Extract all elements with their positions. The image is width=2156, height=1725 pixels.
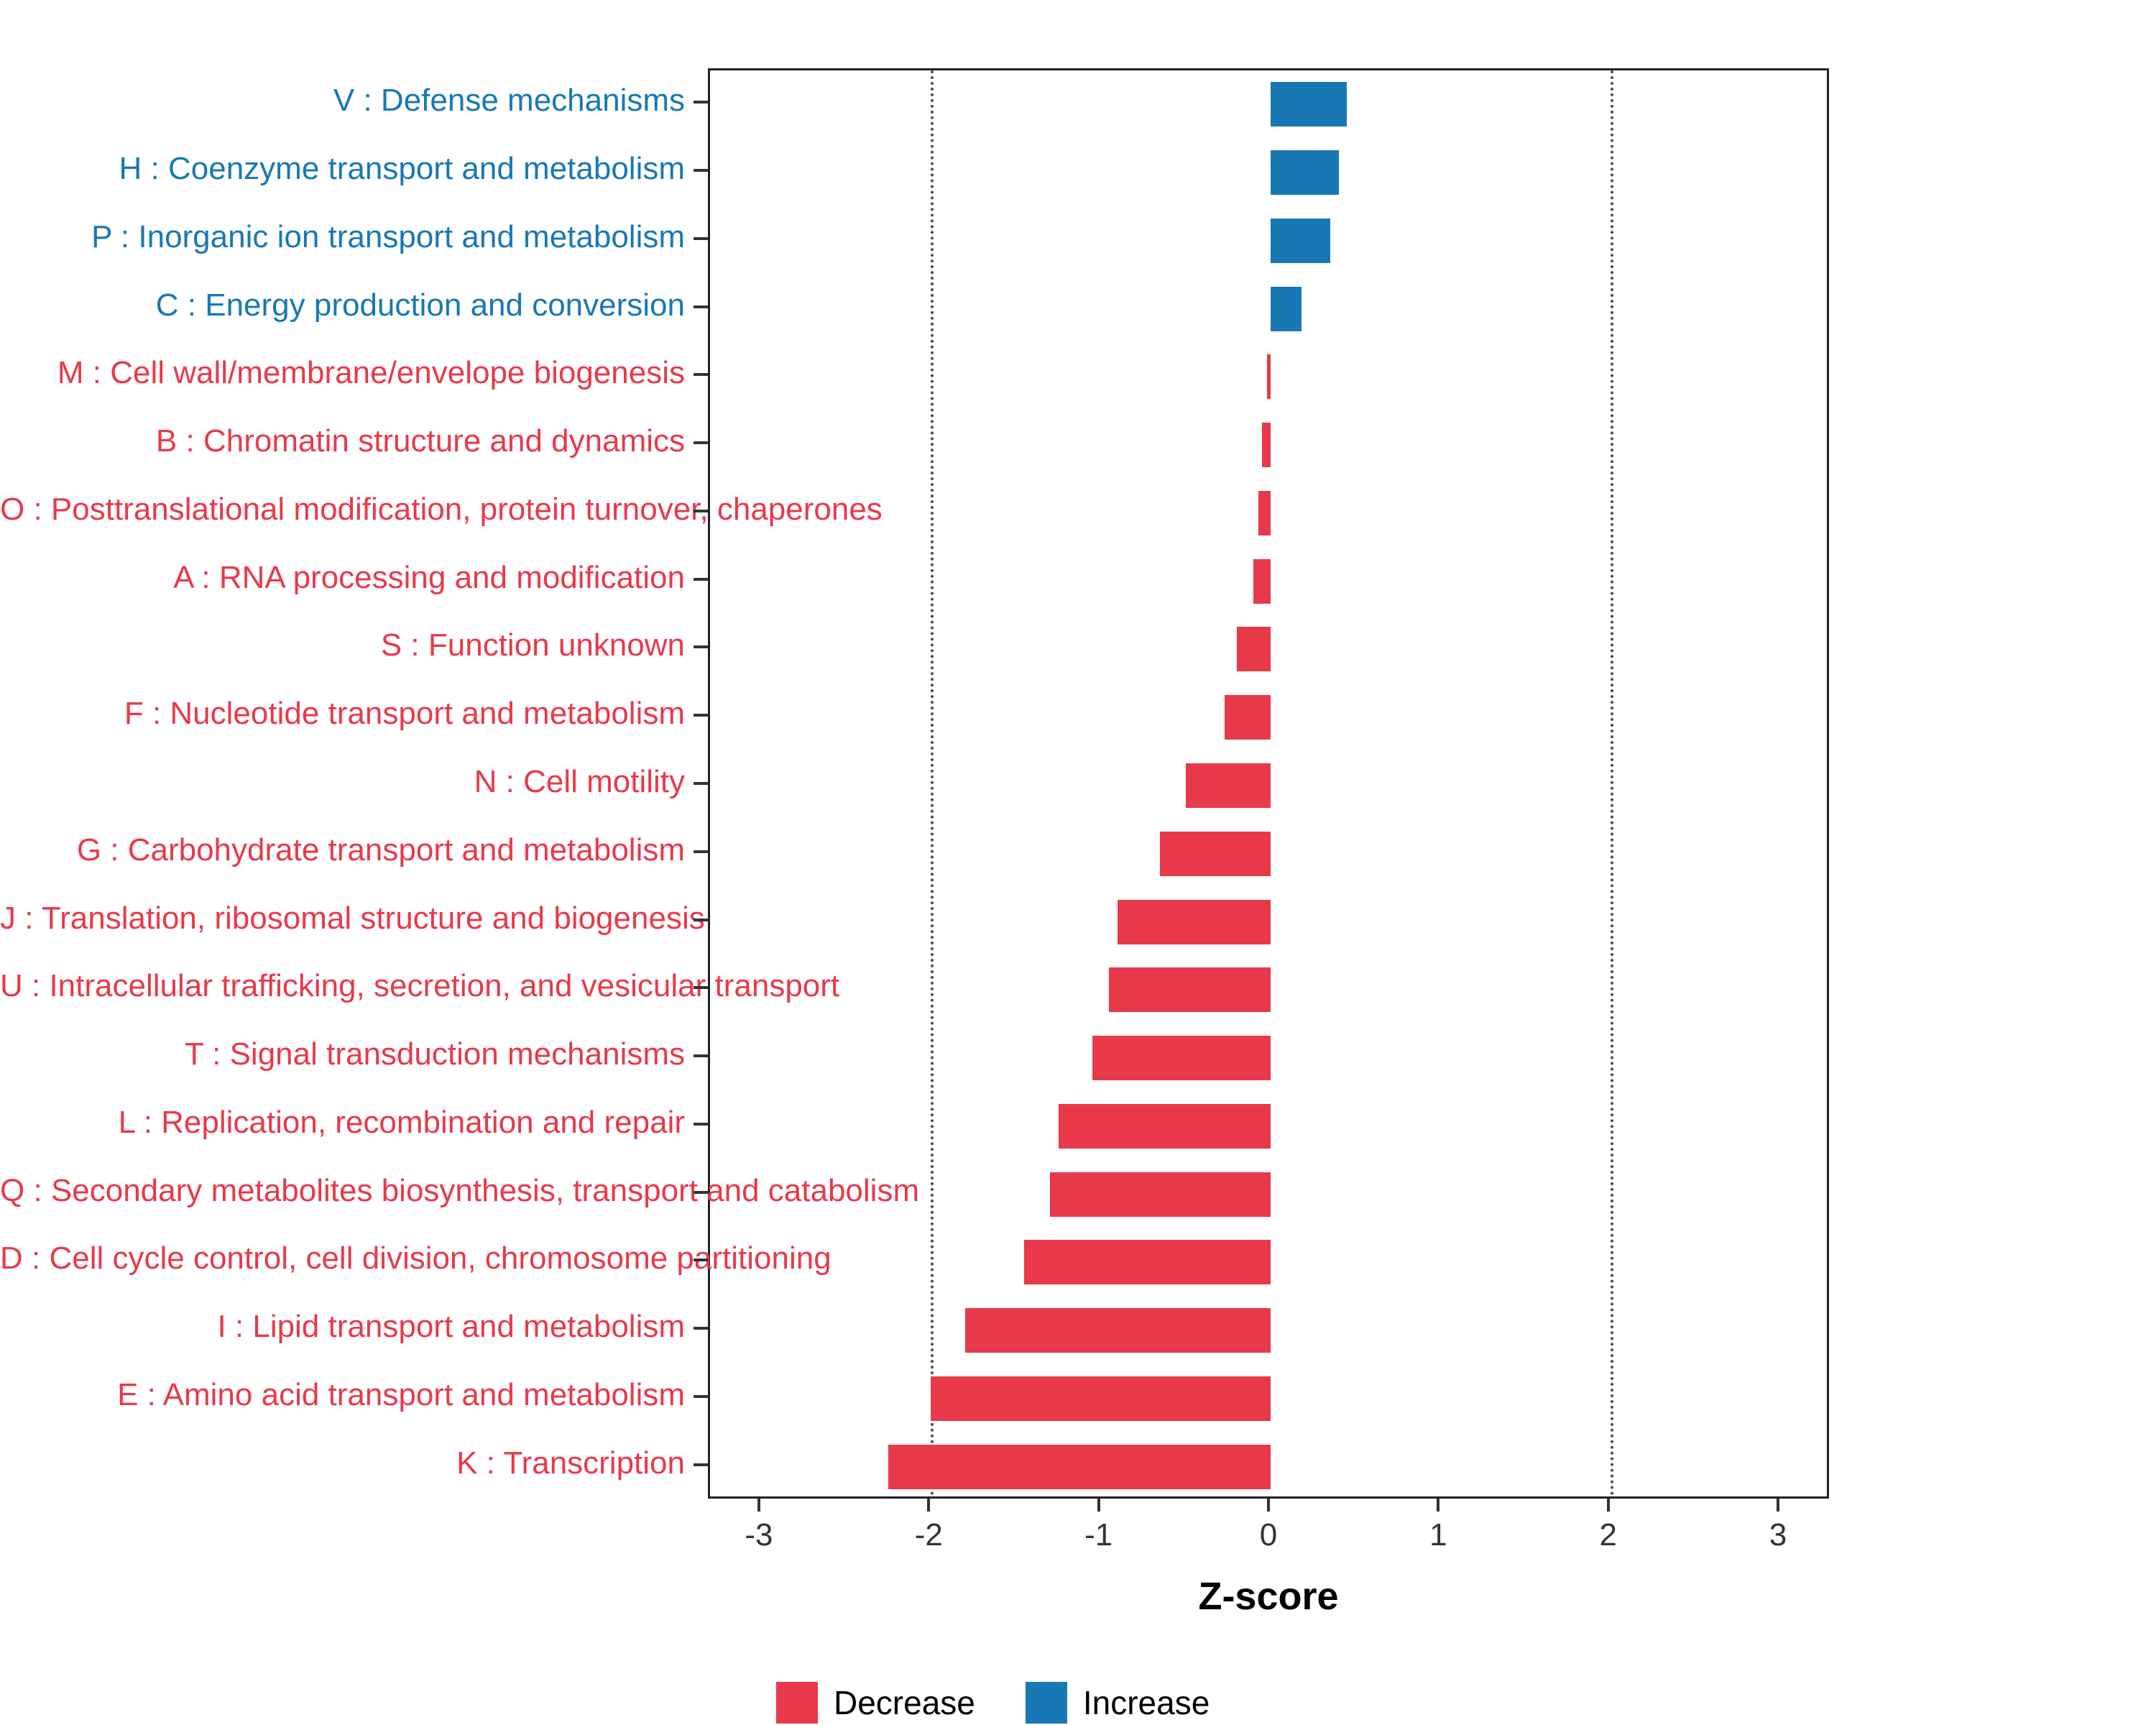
bar-H bbox=[1271, 150, 1339, 196]
bar-K bbox=[888, 1444, 1271, 1489]
bar-F bbox=[1225, 695, 1271, 740]
y-label-S: S : Function unknown bbox=[380, 627, 685, 663]
x-tick-3 bbox=[1777, 1499, 1780, 1512]
y-label-K: K : Transcription bbox=[456, 1445, 685, 1481]
y-tick-P bbox=[694, 236, 708, 240]
legend-swatch-decrease bbox=[776, 1682, 818, 1724]
bar-N bbox=[1185, 763, 1271, 808]
y-tick-E bbox=[694, 1394, 708, 1398]
y-tick-J bbox=[694, 918, 708, 921]
y-label-E: E : Amino acid transport and metabolism bbox=[117, 1376, 685, 1412]
legend-label-increase: Increase bbox=[1082, 1684, 1210, 1721]
x-tick--3 bbox=[757, 1499, 760, 1512]
bar-O bbox=[1258, 490, 1271, 535]
reference-line--2 bbox=[931, 70, 934, 1496]
bar-L bbox=[1058, 1103, 1271, 1149]
x-tick-0 bbox=[1267, 1499, 1270, 1512]
x-tick-label--3: -3 bbox=[745, 1517, 773, 1552]
bar-G bbox=[1160, 831, 1271, 876]
bar-C bbox=[1271, 286, 1302, 331]
y-tick-O bbox=[694, 509, 708, 512]
y-tick-U bbox=[694, 986, 708, 990]
y-label-T: T : Signal transduction mechanisms bbox=[184, 1036, 685, 1072]
y-tick-G bbox=[694, 850, 708, 853]
y-label-A: A : RNA processing and modification bbox=[173, 559, 685, 595]
y-label-L: L : Replication, recombination and repai… bbox=[118, 1104, 685, 1140]
y-label-I: I : Lipid transport and metabolism bbox=[217, 1309, 685, 1345]
bar-E bbox=[931, 1376, 1271, 1421]
plot-panel bbox=[708, 68, 1829, 1499]
y-tick-B bbox=[694, 441, 708, 445]
y-label-V: V : Defense mechanisms bbox=[333, 83, 685, 119]
y-label-Q: Q : Secondary metabolites biosynthesis, … bbox=[0, 1172, 920, 1208]
y-tick-L bbox=[694, 1122, 708, 1126]
bar-M bbox=[1267, 354, 1271, 400]
legend-item-increase: Increase bbox=[1025, 1682, 1210, 1724]
x-tick-label-0: 0 bbox=[1259, 1517, 1278, 1552]
y-tick-D bbox=[694, 1259, 708, 1262]
y-tick-V bbox=[694, 101, 708, 104]
reference-line-2 bbox=[1610, 70, 1613, 1496]
bar-V bbox=[1271, 82, 1348, 127]
y-tick-C bbox=[694, 305, 708, 308]
y-tick-M bbox=[694, 373, 708, 377]
y-tick-K bbox=[694, 1463, 708, 1466]
y-tick-I bbox=[694, 1327, 708, 1330]
y-label-B: B : Chromatin structure and dynamics bbox=[155, 423, 685, 459]
y-label-G: G : Carbohydrate transport and metabolis… bbox=[76, 832, 685, 868]
bar-Q bbox=[1049, 1172, 1271, 1217]
bar-S bbox=[1236, 627, 1271, 672]
bar-A bbox=[1253, 558, 1271, 604]
x-tick-1 bbox=[1437, 1499, 1440, 1512]
legend-label-decrease: Decrease bbox=[834, 1684, 975, 1721]
x-tick--2 bbox=[927, 1499, 931, 1512]
y-label-N: N : Cell motility bbox=[474, 764, 685, 799]
legend: Decrease Increase bbox=[776, 1682, 1210, 1724]
bar-I bbox=[964, 1308, 1271, 1353]
y-tick-Q bbox=[694, 1190, 708, 1194]
y-tick-H bbox=[694, 169, 708, 172]
y-tick-F bbox=[694, 714, 708, 717]
bar-P bbox=[1271, 218, 1330, 263]
y-label-H: H : Coenzyme transport and metabolism bbox=[119, 151, 685, 187]
y-tick-T bbox=[694, 1054, 708, 1058]
x-tick-2 bbox=[1606, 1499, 1610, 1512]
legend-swatch-increase bbox=[1025, 1682, 1067, 1724]
y-label-F: F : Nucleotide transport and metabolism bbox=[124, 696, 685, 732]
x-tick-label-3: 3 bbox=[1769, 1517, 1787, 1552]
x-tick--1 bbox=[1097, 1499, 1100, 1512]
y-label-J: J : Translation, ribosomal structure and… bbox=[0, 900, 705, 936]
x-tick-label--2: -2 bbox=[914, 1517, 943, 1552]
legend-item-decrease: Decrease bbox=[776, 1682, 975, 1724]
y-tick-N bbox=[694, 782, 708, 785]
x-tick-label-1: 1 bbox=[1429, 1517, 1447, 1552]
x-tick-label--1: -1 bbox=[1084, 1517, 1113, 1552]
y-label-D: D : Cell cycle control, cell division, c… bbox=[0, 1241, 831, 1276]
bar-B bbox=[1262, 423, 1271, 468]
y-label-P: P : Inorganic ion transport and metaboli… bbox=[91, 218, 685, 254]
y-tick-A bbox=[694, 577, 708, 581]
y-label-U: U : Intracellular trafficking, secretion… bbox=[0, 968, 840, 1004]
y-label-M: M : Cell wall/membrane/envelope biogenes… bbox=[57, 355, 685, 391]
x-tick-label-2: 2 bbox=[1599, 1517, 1617, 1552]
bar-D bbox=[1024, 1240, 1271, 1285]
y-tick-S bbox=[694, 645, 708, 649]
bar-U bbox=[1109, 967, 1271, 1013]
y-label-C: C : Energy production and conversion bbox=[155, 287, 685, 323]
y-label-O: O : Posttranslational modification, prot… bbox=[0, 491, 883, 527]
bar-T bbox=[1092, 1036, 1271, 1081]
bar-J bbox=[1118, 899, 1271, 944]
x-axis-title: Z-score bbox=[1198, 1575, 1339, 1618]
